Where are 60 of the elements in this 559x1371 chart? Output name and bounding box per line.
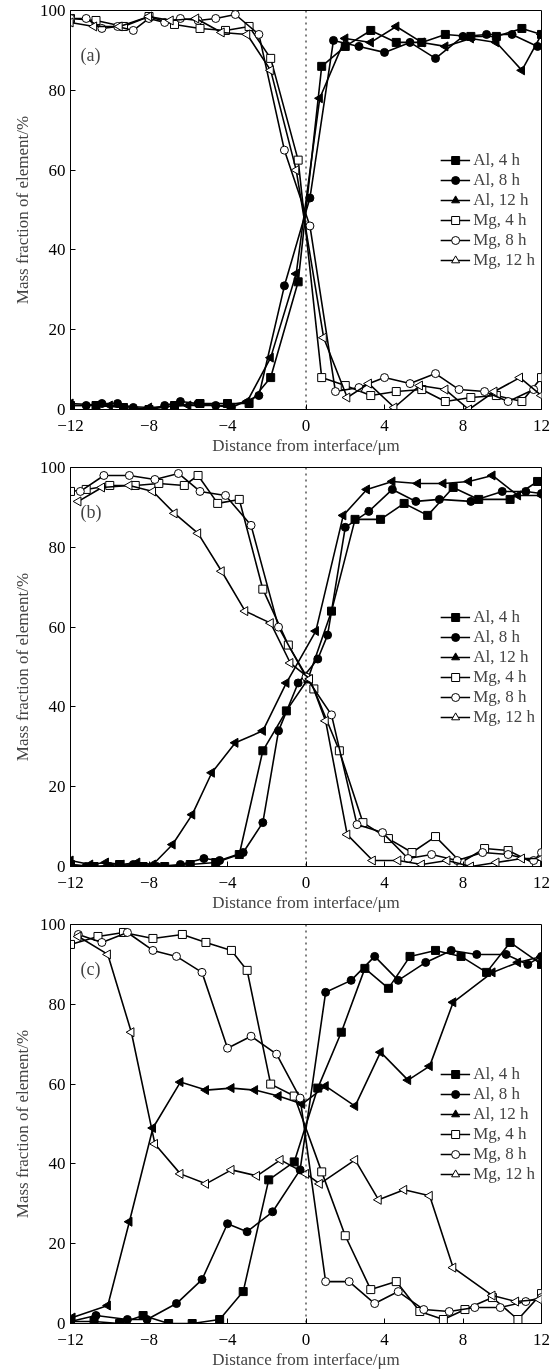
x-tick-label: −8 bbox=[139, 415, 159, 435]
y-tick-label: 60 bbox=[48, 160, 66, 180]
y-tick-label: 100 bbox=[40, 458, 66, 477]
legend-label: Mg, 12 h bbox=[473, 1163, 535, 1184]
legend-label: Al, 8 h bbox=[473, 626, 520, 647]
y-tick-label: 40 bbox=[48, 240, 66, 260]
x-tick-label: −4 bbox=[218, 415, 238, 435]
legend-label: Mg, 8 h bbox=[473, 686, 527, 707]
x-tick-label: −4 bbox=[218, 872, 238, 892]
x-tick-label: 4 bbox=[380, 415, 390, 435]
y-axis-title: Mass fraction of element/% bbox=[13, 572, 32, 762]
y-tick-label: 60 bbox=[48, 617, 66, 637]
y-tick-label: 80 bbox=[48, 80, 66, 100]
legend-label: Mg, 4 h bbox=[473, 1123, 527, 1144]
x-axis-title: Distance from interface/μm bbox=[212, 435, 400, 455]
x-axis-title: Distance from interface/μm bbox=[212, 892, 400, 912]
y-tick-label: 100 bbox=[40, 1, 66, 20]
annotation: (a) bbox=[80, 44, 101, 66]
legend-label: Al, 4 h bbox=[473, 1063, 520, 1084]
legend-label: Al, 4 h bbox=[473, 606, 520, 627]
legend-label: Al, 8 h bbox=[473, 1083, 520, 1104]
x-tick-label: 0 bbox=[301, 415, 311, 435]
annotation: (b) bbox=[80, 501, 102, 523]
legend-label: Mg, 4 h bbox=[473, 209, 527, 230]
y-axis-title: Mass fraction of element/% bbox=[13, 1029, 32, 1219]
y-tick-label: 20 bbox=[48, 1234, 66, 1254]
y-tick-label: 40 bbox=[48, 1154, 66, 1174]
legend-label: Al, 8 h bbox=[473, 169, 520, 190]
annotation: (c) bbox=[80, 958, 101, 980]
x-tick-label: 8 bbox=[458, 415, 468, 435]
x-tick-label: 4 bbox=[380, 872, 390, 892]
legend-label: Mg, 8 h bbox=[473, 1143, 527, 1164]
x-tick-label: 12 bbox=[533, 872, 550, 892]
legend-label: Al, 12 h bbox=[473, 189, 529, 210]
x-tick-label: 12 bbox=[533, 1329, 550, 1349]
legend-label: Mg, 4 h bbox=[473, 666, 527, 687]
y-tick-label: 40 bbox=[48, 697, 66, 717]
x-tick-label: 4 bbox=[380, 1329, 390, 1349]
x-tick-label: 0 bbox=[301, 1329, 311, 1349]
y-tick-label: 60 bbox=[48, 1074, 66, 1094]
x-tick-label: 8 bbox=[458, 872, 468, 892]
y-tick-label: 20 bbox=[48, 777, 66, 797]
x-axis-title: Distance from interface/μm bbox=[212, 1349, 400, 1369]
x-tick-label: 0 bbox=[301, 872, 311, 892]
x-tick-label: 8 bbox=[458, 1329, 468, 1349]
y-axis-title: Mass fraction of element/% bbox=[13, 115, 32, 305]
x-tick-label: 12 bbox=[533, 415, 550, 435]
legend-label: Mg, 8 h bbox=[473, 229, 527, 250]
x-tick-label: −8 bbox=[139, 872, 159, 892]
legend-label: Al, 12 h bbox=[473, 1103, 529, 1124]
legend-label: Al, 4 h bbox=[473, 149, 520, 170]
x-tick-label: −8 bbox=[139, 1329, 159, 1349]
x-tick-label: −4 bbox=[218, 1329, 238, 1349]
y-tick-label: 80 bbox=[48, 537, 66, 557]
y-tick-label: 80 bbox=[48, 994, 66, 1014]
y-tick-label: 20 bbox=[48, 320, 66, 340]
legend-label: Mg, 12 h bbox=[473, 706, 535, 727]
legend-label: Mg, 12 h bbox=[473, 249, 535, 270]
legend-label: Al, 12 h bbox=[473, 646, 529, 667]
y-tick-label: 100 bbox=[40, 915, 66, 934]
